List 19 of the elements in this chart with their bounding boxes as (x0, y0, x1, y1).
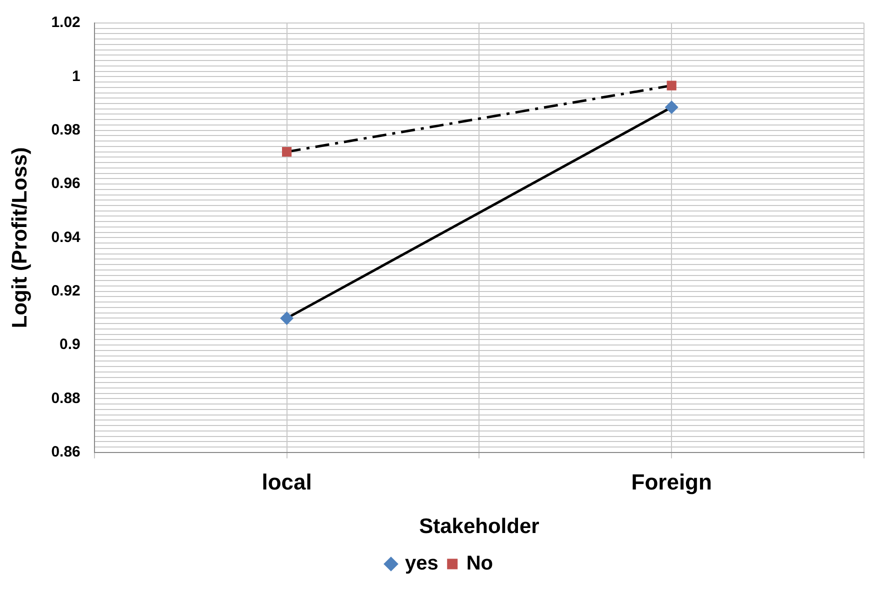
y-tick-label: 0.88 (51, 390, 80, 407)
y-tick-label: 0.94 (51, 228, 82, 246)
point (280, 312, 294, 324)
x-axis-title: Stakeholder (419, 515, 540, 538)
y-tick-label: 1 (72, 68, 80, 85)
point (665, 101, 678, 114)
legend-label: No (466, 552, 494, 575)
y-tick-label: 1.02 (51, 14, 80, 32)
y-axis-title: Logit (Profit/Loss) (8, 147, 32, 328)
y-tick-label: 0.92 (51, 282, 80, 300)
y-tick-label: 0.9 (60, 336, 80, 354)
point (666, 80, 676, 90)
x-tick-label: local (262, 470, 312, 495)
point (282, 147, 292, 157)
y-tick-label: 0.86 (51, 444, 80, 461)
y-tick-label: 0.98 (51, 121, 80, 138)
y-tick-label: 0.96 (51, 175, 80, 192)
x-tick-label: Foreign (631, 470, 712, 495)
legend-label: yes (404, 552, 438, 575)
